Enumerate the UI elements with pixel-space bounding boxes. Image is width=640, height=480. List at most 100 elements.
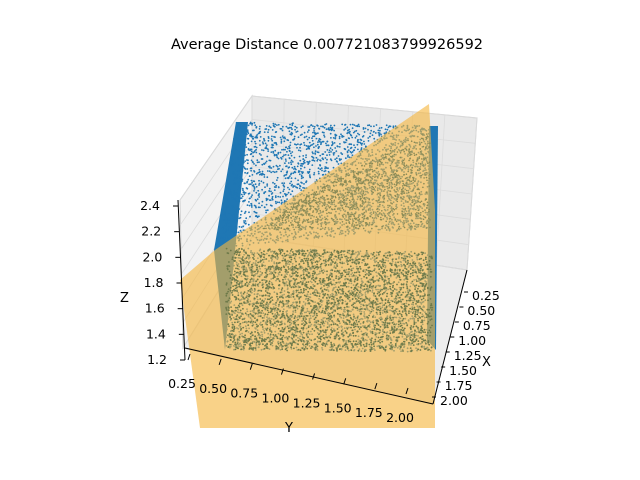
blue-point [266,209,269,212]
blue-point [299,184,301,187]
blue-point [236,193,239,196]
front-point [410,334,413,336]
blue-point [287,166,290,169]
blue-point [232,217,235,220]
blue-point [261,188,263,191]
blue-point [344,127,347,130]
blue-point [272,165,275,168]
front-point [276,311,279,314]
blue-point [234,182,237,185]
blue-point [250,179,253,182]
blue-point [303,183,305,185]
blue-point [290,154,293,157]
blue-point [270,138,273,140]
blue-point [288,130,291,133]
blue-point [294,167,296,170]
blue-point [264,162,267,164]
blue-point [249,122,252,125]
blue-point [356,143,359,146]
blue-point [322,140,325,143]
blue-point [380,133,382,136]
blue-point [313,130,315,132]
blue-point [330,137,332,139]
blue-point [347,155,349,158]
blue-point [233,142,236,145]
blue-point [230,236,233,239]
blue-point [234,177,237,179]
blue-point [329,132,332,135]
blue-point [330,128,333,131]
blue-point [300,174,303,177]
blue-point [291,166,294,169]
front-point [331,311,334,314]
blue-point [224,224,227,227]
blue-point [351,123,354,126]
blue-point [362,128,365,130]
blue-point [225,234,227,236]
blue-point [275,164,278,167]
blue-point [225,231,227,233]
blue-point [290,173,292,176]
blue-point [344,157,347,160]
blue-point [250,152,253,155]
blue-point [361,135,364,138]
blue-point [329,158,332,161]
blue-point [321,125,324,128]
blue-point [225,221,227,224]
blue-point [328,149,331,152]
blue-point [317,172,320,175]
blue-point [246,172,249,174]
blue-point [251,124,253,126]
blue-point [257,171,259,174]
blue-point [308,160,311,163]
blue-point [234,198,236,200]
blue-point [265,128,268,130]
front-point [235,281,238,284]
front-point [319,277,322,280]
blue-point [240,193,243,196]
blue-point [266,176,269,179]
blue-point [233,178,235,181]
blue-point [307,129,310,132]
front-point [322,329,324,332]
blue-point [245,187,248,189]
blue-point [287,162,290,164]
blue-point [286,198,288,201]
blue-point [256,198,259,201]
blue-point [327,128,330,131]
blue-point [286,171,288,174]
blue-point [235,149,238,152]
blue-point [290,180,293,183]
blue-point [260,154,262,156]
blue-point [337,163,340,165]
front-point [363,285,366,287]
blue-point [290,163,293,166]
blue-point [308,141,311,144]
blue-point [338,146,341,148]
blue-point [224,214,227,217]
blue-point [238,225,241,228]
blue-point [311,159,314,162]
blue-point [235,121,238,124]
blue-point [235,157,238,160]
front-point [267,311,270,314]
blue-point [282,184,285,187]
blue-point [377,131,380,134]
blue-point [345,138,348,141]
blue-point [305,181,307,184]
blue-point [274,200,277,203]
blue-point [324,167,326,170]
blue-point [237,158,240,161]
blue-point [293,156,296,159]
front-point [266,313,269,316]
blue-point [232,220,235,223]
blue-point [297,149,300,152]
blue-point [315,137,318,140]
blue-point [248,211,250,214]
blue-point [258,168,261,171]
front-point [421,341,423,343]
blue-point [349,133,352,136]
blue-point [368,135,371,138]
blue-point [241,157,243,159]
blue-point [235,211,238,214]
